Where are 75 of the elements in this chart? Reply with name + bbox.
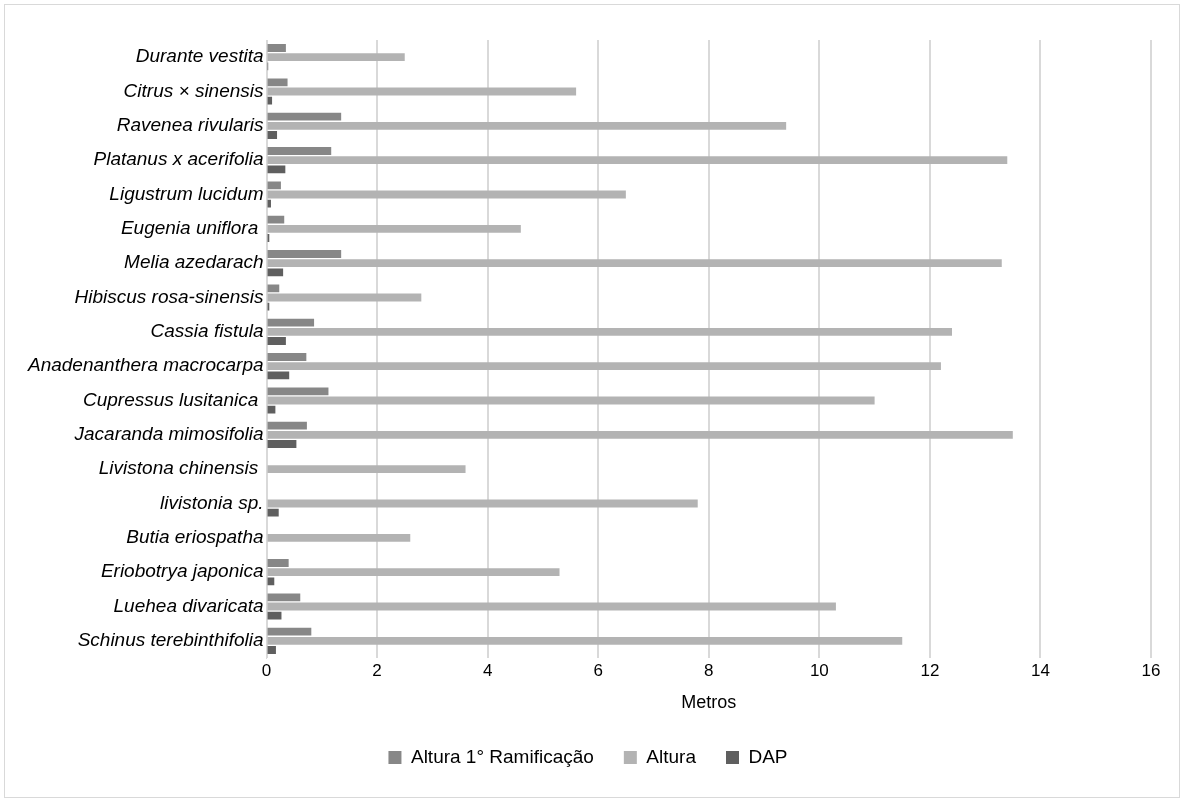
bar (267, 268, 284, 277)
x-tick-label: 14 (1030, 660, 1050, 680)
bar (267, 327, 952, 336)
y-tick-label: Butia eriospatha (126, 526, 264, 548)
bar (267, 165, 286, 174)
y-tick-label: Cupressus lusitanica (82, 388, 264, 410)
bar (267, 440, 297, 448)
y-tick-label: livistonia sp. (160, 491, 264, 513)
bar (267, 78, 288, 87)
y-tick-label: Citrus × sinensis (123, 79, 265, 101)
y-tick-label: Platanus x acerifolia (93, 148, 264, 170)
bar (267, 112, 342, 121)
bar (267, 421, 307, 430)
bar (267, 508, 279, 517)
bar (267, 593, 301, 602)
bar (267, 387, 329, 396)
y-tick-label: Livistona chinensis (98, 457, 264, 479)
bar (267, 215, 285, 224)
x-tick-label: 10 (809, 660, 829, 680)
bar (267, 259, 1002, 268)
bar (267, 362, 941, 371)
x-tick-label: 12 (920, 660, 940, 680)
x-tick-label: 4 (482, 660, 493, 680)
bar (267, 396, 875, 405)
legend-label: Altura 1° Ramificação (410, 745, 594, 767)
bar (267, 156, 1008, 165)
x-tick-label: 0 (261, 660, 272, 680)
bar (267, 337, 286, 345)
bar (267, 430, 1013, 439)
bar (267, 646, 276, 654)
bar (267, 87, 577, 96)
x-tick-label: 6 (593, 660, 603, 680)
bar (267, 224, 521, 233)
y-tick-label: Hibiscus rosa-sinensis (74, 285, 265, 307)
bar (267, 96, 273, 105)
bar (267, 499, 698, 508)
x-axis-title: Metros (681, 692, 737, 713)
x-tick-label: 2 (372, 660, 382, 680)
bar (267, 559, 289, 567)
y-tick-label: Luehea divaricata (113, 594, 264, 616)
bar (267, 250, 342, 258)
legend-label: Altura (646, 745, 697, 767)
bar (267, 568, 560, 577)
y-tick-label: Schinus terebinthifolia (77, 629, 264, 651)
bar (267, 405, 276, 414)
bar (267, 533, 411, 542)
y-tick-label: Durante vestita (135, 45, 264, 67)
y-tick-label: Ravenea rivularis (116, 114, 265, 136)
bar (267, 131, 278, 139)
bar (267, 353, 307, 361)
bar (267, 147, 332, 155)
y-tick-label: Ligustrum lucidum (109, 182, 264, 204)
bar (267, 121, 787, 130)
y-tick-label: Melia azedarach (124, 251, 264, 273)
x-tick-label: 16 (1141, 660, 1161, 680)
y-tick-label: Cassia fistula (150, 320, 264, 342)
bar (267, 636, 903, 645)
bar (267, 318, 315, 327)
y-tick-label: Jacaranda mimosifolia (73, 423, 264, 445)
x-tick-label: 8 (704, 660, 714, 680)
bar (267, 627, 312, 636)
bar (267, 53, 405, 62)
y-tick-label: Eugenia uniflora (120, 217, 264, 239)
y-tick-label: Eriobotrya japonica (100, 560, 264, 582)
y-tick-label: Anadenanthera macrocarpa (27, 354, 264, 376)
bar (267, 465, 466, 474)
bar (267, 284, 280, 293)
bar (267, 371, 290, 380)
bar (267, 181, 281, 190)
legend-label: DAP (748, 745, 788, 767)
bar (267, 611, 282, 620)
bar (267, 577, 275, 586)
bar (267, 44, 286, 52)
bar (267, 190, 626, 199)
bar (267, 602, 836, 611)
